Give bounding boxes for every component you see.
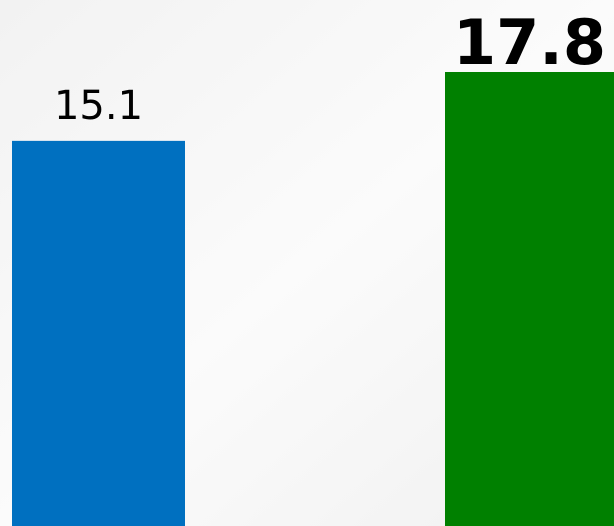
value-label: 17.8 — [453, 6, 606, 79]
bar — [445, 72, 614, 526]
value-label: 15.1 — [54, 83, 143, 129]
bar — [12, 140, 185, 526]
